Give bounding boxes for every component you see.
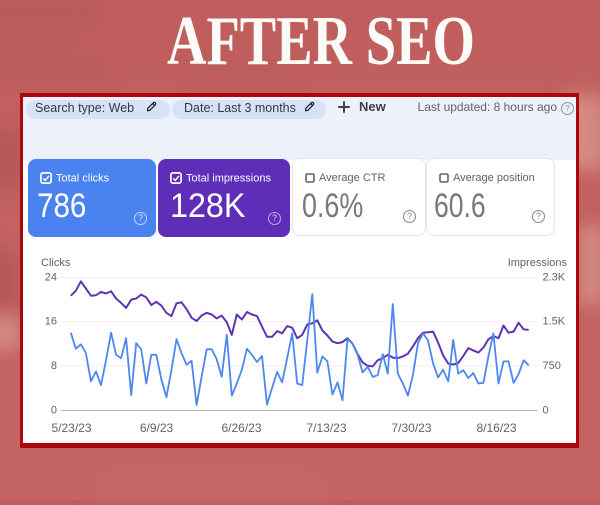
svg-text:Clicks: Clicks	[41, 257, 71, 269]
svg-text:Impressions: Impressions	[508, 257, 568, 269]
svg-text:6/26/23: 6/26/23	[221, 421, 261, 435]
svg-text:24: 24	[45, 272, 57, 284]
svg-text:8/16/23: 8/16/23	[476, 421, 516, 435]
svg-text:7/13/23: 7/13/23	[306, 421, 346, 435]
svg-text:6/9/23: 6/9/23	[140, 421, 174, 435]
svg-text:0: 0	[51, 405, 57, 417]
svg-text:2.3K: 2.3K	[543, 272, 566, 284]
svg-text:0: 0	[543, 405, 549, 417]
svg-text:7/30/23: 7/30/23	[391, 421, 431, 435]
svg-text:1.5K: 1.5K	[543, 316, 566, 328]
svg-text:16: 16	[45, 316, 57, 328]
svg-text:5/23/23: 5/23/23	[51, 421, 91, 435]
svg-text:750: 750	[543, 360, 561, 372]
svg-text:8: 8	[51, 360, 57, 372]
